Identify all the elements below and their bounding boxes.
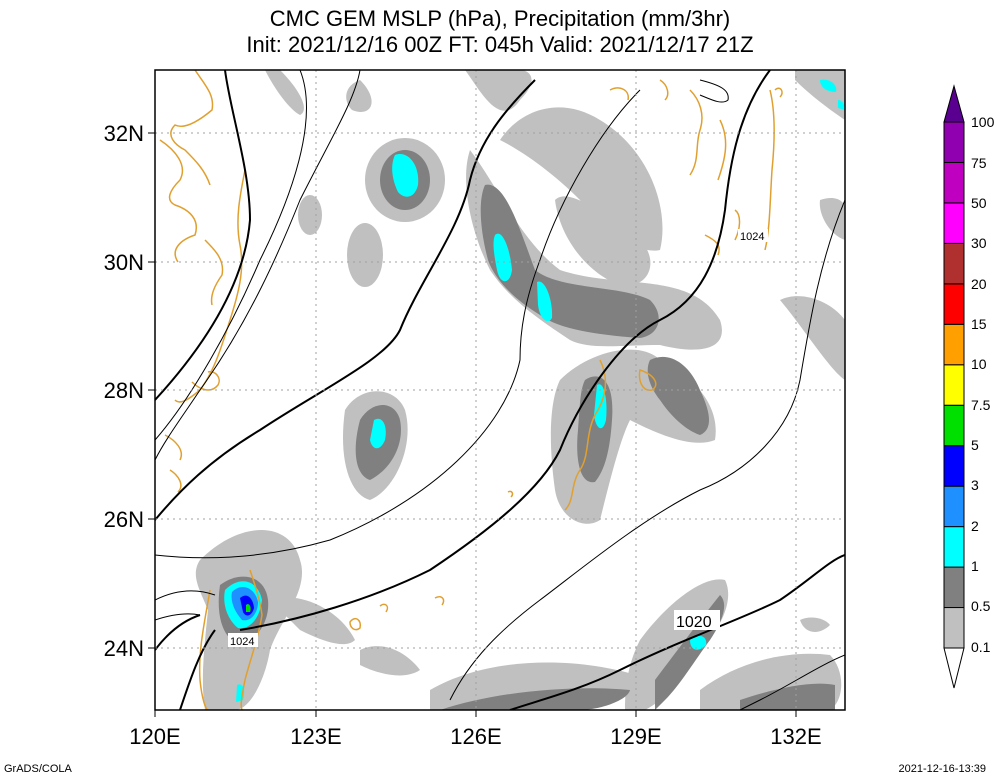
legend-color-box: [943, 404, 965, 447]
longitude-labels: 120E 123E 126E 129E 132E: [129, 724, 821, 749]
legend-level-label: 75: [971, 155, 987, 171]
legend-color-box: [943, 607, 965, 649]
legend-color-box: [943, 485, 965, 528]
isobar-labels: 1024 1024 1020: [228, 229, 768, 648]
footer-timestamp: 2021-12-16-13:39: [898, 763, 986, 775]
legend-level-label: 1: [971, 558, 979, 574]
legend-level-label: 15: [971, 316, 987, 332]
axis-ticks: [148, 132, 797, 717]
isobar-label: 1024: [740, 231, 764, 243]
lat-label: 24N: [104, 636, 144, 661]
lat-label: 26N: [104, 507, 144, 532]
latitude-labels: 32N 30N 28N 26N 24N: [104, 121, 144, 661]
isobars: [155, 70, 845, 710]
isobar-label: 1020: [676, 614, 712, 631]
legend-level-label: 30: [971, 235, 987, 251]
isobar-label: 1024: [230, 636, 254, 648]
legend-color-box: [943, 445, 965, 487]
coastlines: [159, 70, 783, 710]
map-area: [155, 70, 845, 710]
lat-label: 28N: [104, 378, 144, 403]
legend-level-label: 10: [971, 356, 987, 372]
legend-level-label: 100: [971, 114, 995, 130]
legend-level-label: 50: [971, 195, 987, 211]
lon-label: 123E: [290, 724, 341, 749]
grid-lines: [155, 70, 845, 710]
legend-level-label: 7.5: [971, 397, 991, 413]
legend-bottom-arrow: [943, 647, 965, 689]
legend-color-box: [943, 121, 965, 163]
chart-subtitle: Init: 2021/12/16 00Z FT: 045h Valid: 202…: [246, 32, 754, 57]
legend-level-label: 0.1: [971, 639, 991, 655]
legend-level-label: 3: [971, 477, 979, 493]
legend-top-arrow: [943, 84, 965, 123]
lat-label: 32N: [104, 121, 144, 146]
legend-level-label: 20: [971, 276, 987, 292]
lon-label: 129E: [610, 724, 661, 749]
legend-color-box: [943, 283, 965, 325]
legend-color-box: [943, 242, 965, 285]
legend-color-box: [943, 161, 965, 204]
lat-label: 30N: [104, 250, 144, 275]
legend-color-box: [943, 202, 965, 244]
legend-level-label: 2: [971, 518, 979, 534]
precip-blue-shading: [231, 587, 258, 621]
legend-color-box: [943, 526, 965, 568]
precip-legend: 100 75 50 30 20 15 10 7.5 5 3 2 1 0.5 0.…: [943, 84, 995, 689]
legend-color-box: [943, 566, 965, 609]
lon-label: 126E: [450, 724, 501, 749]
legend-level-label: 0.5: [971, 598, 991, 614]
lon-label: 120E: [129, 724, 180, 749]
legend-color-boxes: [943, 121, 965, 649]
legend-level-labels: 100 75 50 30 20 15 10 7.5 5 3 2 1 0.5 0.…: [971, 114, 995, 655]
legend-level-label: 5: [971, 437, 979, 453]
legend-color-box: [943, 323, 965, 366]
chart-title: CMC GEM MSLP (hPa), Precipitation (mm/3h…: [269, 6, 731, 31]
legend-color-box: [943, 364, 965, 406]
footer-credit: GrADS/COLA: [4, 763, 72, 775]
lon-label: 132E: [770, 724, 821, 749]
